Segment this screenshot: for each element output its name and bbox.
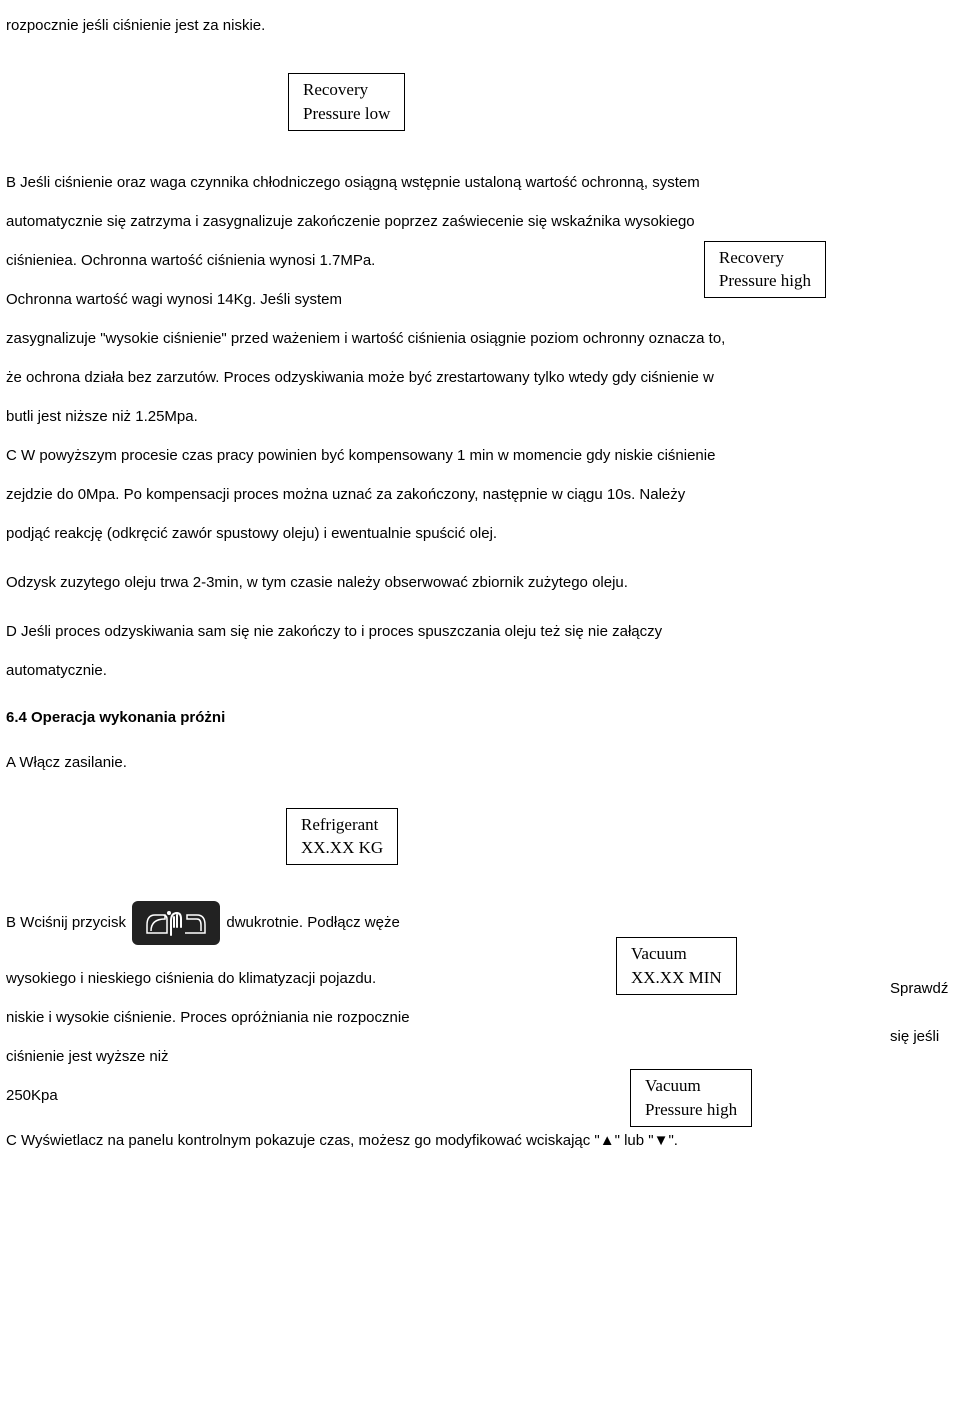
box-line: Pressure low <box>303 102 390 126</box>
step-b-line: niskie i wysokie ciśnienie. Proces opróż… <box>6 998 940 1037</box>
step-b-pre-text: B Wciśnij przycisk <box>6 914 126 931</box>
wrap-word-right: Sprawdź <box>890 969 948 1008</box>
recovery-high-box: Recovery Pressure high <box>704 241 826 299</box>
box-line: Recovery <box>719 246 811 270</box>
heading-6-4: 6.4 Operacja wykonania próżni <box>6 698 940 737</box>
box-line: Vacuum <box>631 942 722 966</box>
paragraph-oil: Odzysk zuzytego oleju trwa 2-3min, w tym… <box>6 563 940 602</box>
step-b-row: B Wciśnij przycisk dwukrotnie. Podłącz w… <box>6 901 940 945</box>
step-c: C Wyświetlacz na panelu kontrolnym pokaz… <box>6 1121 940 1160</box>
paragraph-d-line: D Jeśli proces odzyskiwania sam się nie … <box>6 612 940 651</box>
vacuum-min-box: Vacuum XX.XX MIN <box>616 937 737 995</box>
intro-text: rozpocznie jeśli ciśnienie jest za niski… <box>6 6 940 45</box>
box-line: XX.XX MIN <box>631 966 722 990</box>
paragraph-b-line: butli jest niższe niż 1.25Mpa. <box>6 397 940 436</box>
refrigerant-box: Refrigerant XX.XX KG <box>286 808 398 866</box>
paragraph-c-line: C W powyższym procesie czas pracy powini… <box>6 436 940 475</box>
paragraph-b-line: zasygnalizuje "wysokie ciśnienie" przed … <box>6 319 940 358</box>
box-line: Vacuum <box>645 1074 737 1098</box>
step-a: A Włącz zasilanie. <box>6 743 940 782</box>
box-line: Refrigerant <box>301 813 383 837</box>
step-b-post-text: dwukrotnie. Podłącz węże <box>226 914 399 931</box>
box-line: Recovery <box>303 78 390 102</box>
recovery-low-box: Recovery Pressure low <box>288 73 405 131</box>
paragraph-b-line: B Jeśli ciśnienie oraz waga czynnika chł… <box>6 163 940 202</box>
manual-button-icon <box>132 901 220 945</box>
paragraph-c-line: podjąć reakcję (odkręcić zawór spustowy … <box>6 514 940 553</box>
paragraph-b-line: że ochrona działa bez zarzutów. Proces o… <box>6 358 940 397</box>
box-line: Pressure high <box>645 1098 737 1122</box>
paragraph-c-line: zejdzie do 0Mpa. Po kompensacji proces m… <box>6 475 940 514</box>
vacuum-high-box: Vacuum Pressure high <box>630 1069 752 1127</box>
box-line: Pressure high <box>719 269 811 293</box>
paragraph-b-line: automatycznie się zatrzyma i zasygnalizu… <box>6 202 940 241</box>
box-line: XX.XX KG <box>301 836 383 860</box>
step-b-line: ciśnienie jest wyższe niż <box>6 1037 940 1076</box>
step-b-line: 250Kpa <box>6 1076 940 1115</box>
step-b-line: wysokiego i nieskiego ciśnienia do klima… <box>6 959 940 998</box>
paragraph-d-line: automatycznie. <box>6 651 940 690</box>
wrap-word-right: się jeśli <box>890 1017 939 1056</box>
